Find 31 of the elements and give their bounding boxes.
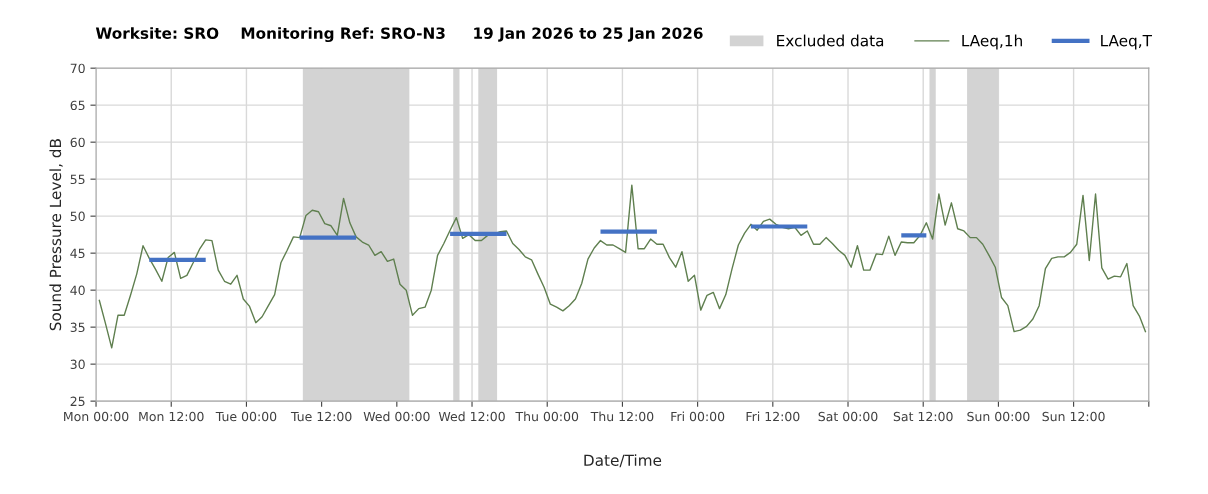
x-tick-label: Thu 00:00 — [515, 411, 579, 422]
x-axis-title: Date/Time — [584, 454, 662, 468]
y-tick-label: 55 — [70, 174, 85, 185]
x-tick-label: Sun 00:00 — [967, 411, 1030, 422]
y-tick-label: 45 — [70, 248, 85, 259]
x-tick-label: Sun 12:00 — [1042, 411, 1105, 422]
legend-label: Excluded data — [777, 34, 884, 47]
y-axis-title: Sound Pressure Level, dB — [49, 139, 63, 331]
x-tick-label: Mon 00:00 — [64, 411, 129, 422]
x-tick-label: Tue 12:00 — [290, 411, 352, 422]
x-tick-label: Sat 00:00 — [818, 411, 878, 422]
y-tick-label: 50 — [70, 211, 85, 222]
legend-label: LAeq,T — [1101, 35, 1153, 50]
legend-label: LAeq,1h — [962, 34, 1022, 50]
x-tick-label: Mon 12:00 — [139, 411, 204, 422]
x-tick-label: Sat 12:00 — [893, 411, 953, 422]
x-tick-label: Fri 00:00 — [671, 411, 725, 422]
x-tick-label: Fri 12:00 — [746, 411, 800, 422]
x-tick-label: Wed 12:00 — [438, 411, 505, 422]
y-tick-label: 65 — [70, 100, 85, 111]
y-tick-label: 70 — [70, 63, 85, 74]
y-tick-label: 35 — [70, 322, 85, 333]
x-tick-label: Thu 12:00 — [590, 411, 654, 422]
y-tick-label: 25 — [70, 396, 85, 407]
line-series — [98, 184, 1147, 349]
chart-title: Worksite: SRO Monitoring Ref: SRO-N3 19 Jan 2026 to 25 Jan 2026 — [95, 27, 703, 43]
x-tick-label: Wed 00:00 — [363, 411, 430, 422]
y-tick-label: 60 — [70, 137, 85, 148]
y-tick-label: 40 — [70, 285, 85, 296]
x-tick-label: Tue 00:00 — [215, 411, 277, 422]
y-tick-label: 30 — [70, 359, 85, 370]
